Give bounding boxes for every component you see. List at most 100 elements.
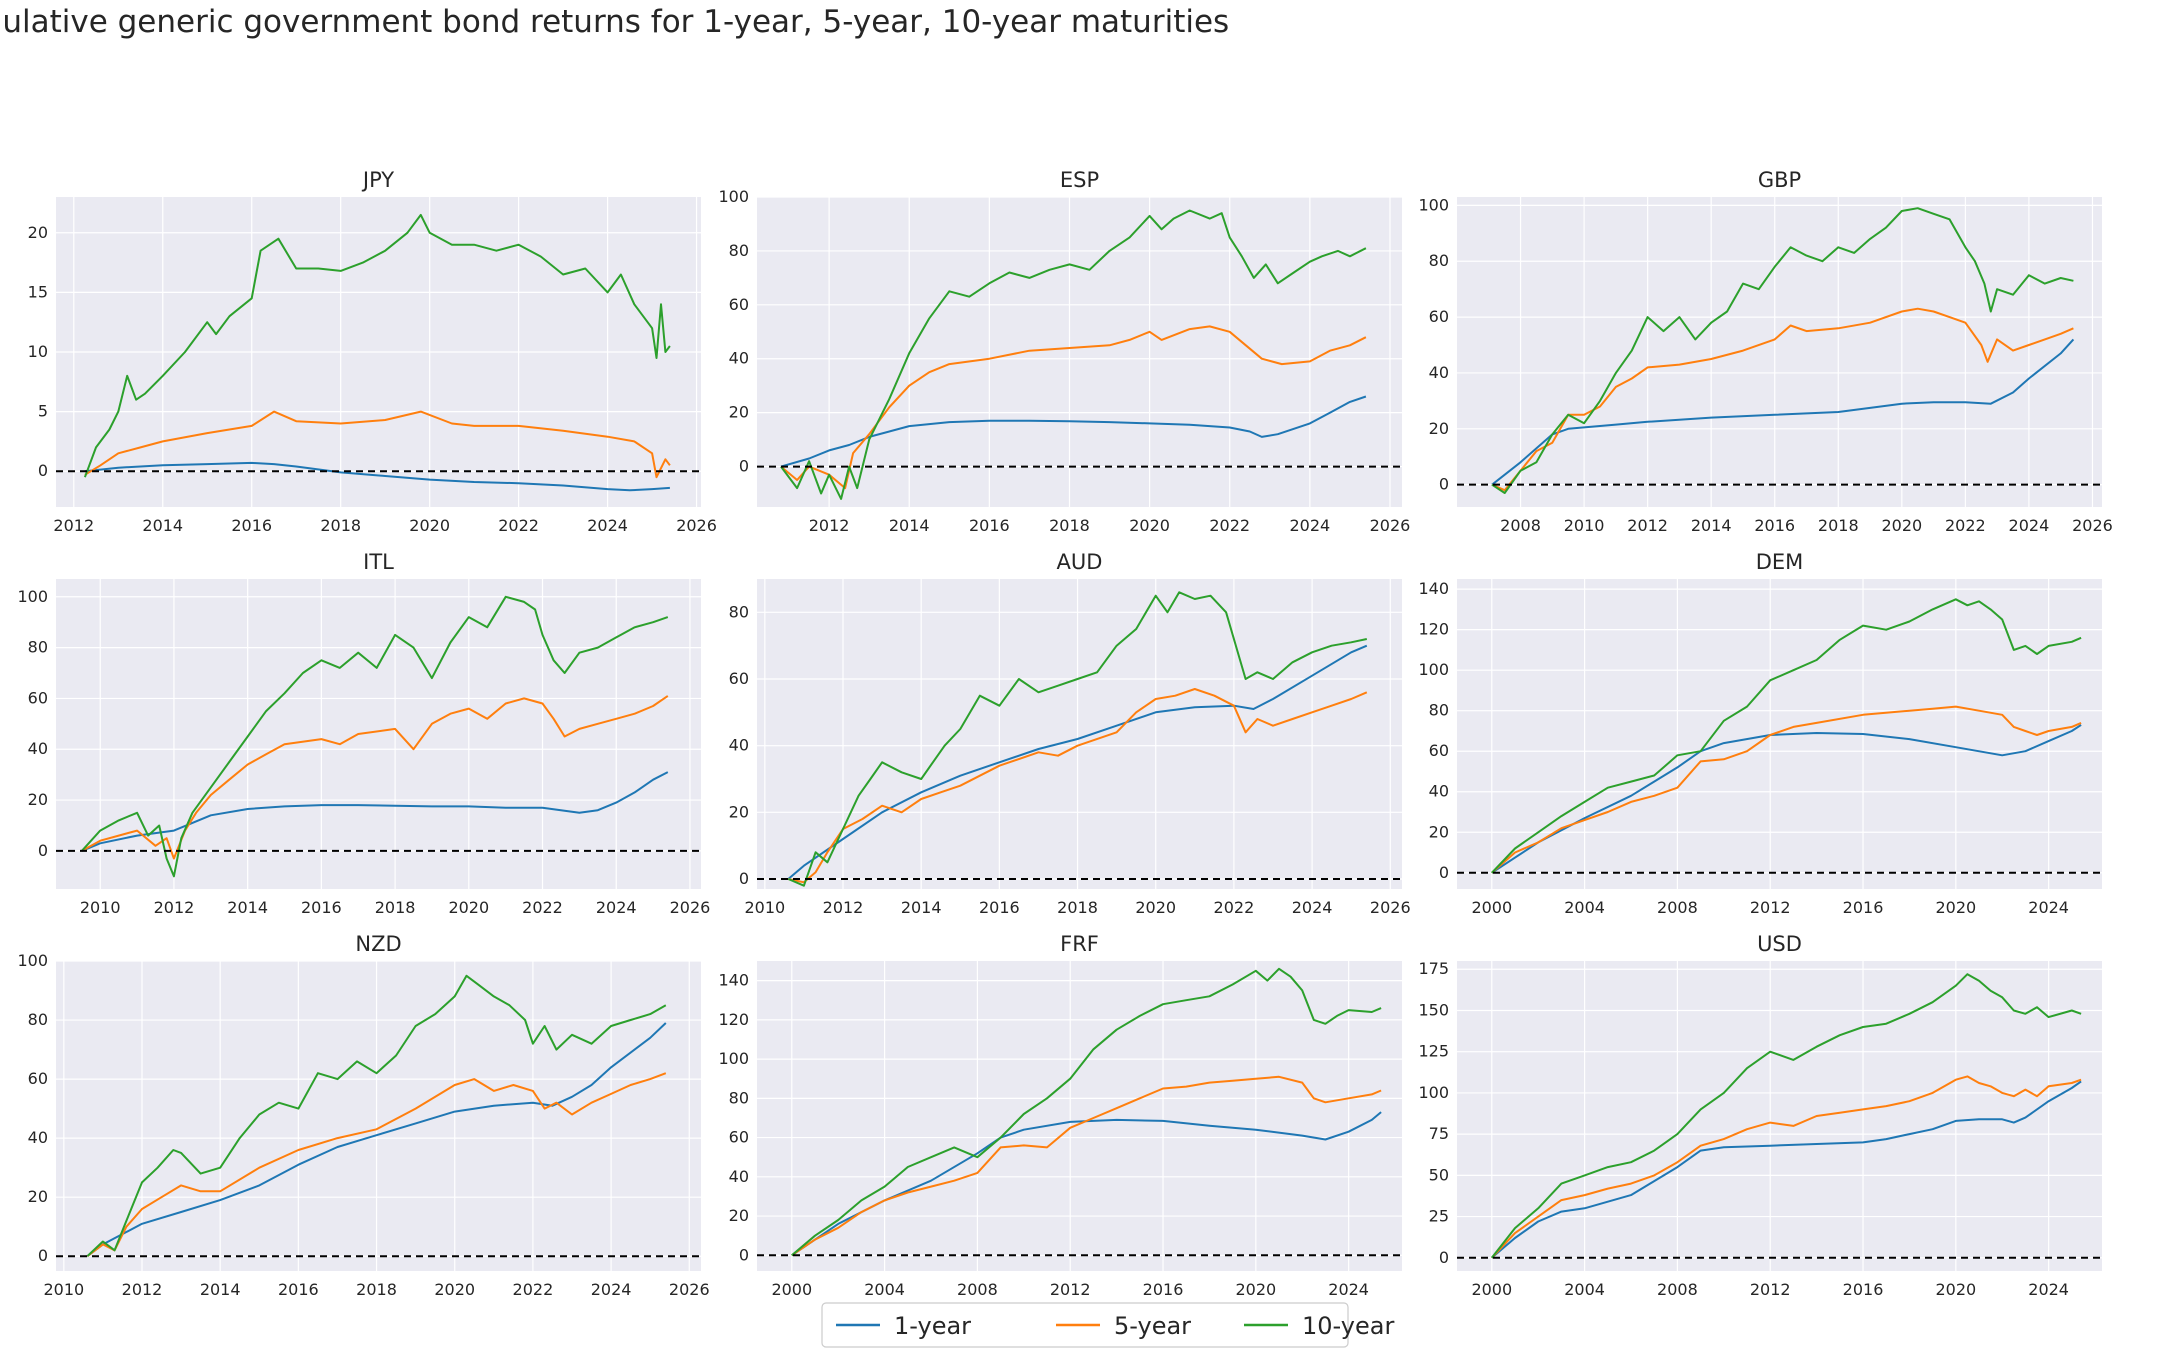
y-tick-label: 20 [729,403,749,422]
x-tick-label: 2008 [957,1280,998,1299]
y-tick-label: 0 [38,841,48,860]
y-tick-label: 40 [1429,782,1449,801]
y-tick-label: 50 [1429,1165,1449,1184]
legend-entry-5-year: 5-year [1056,1312,1191,1340]
y-tick-label: 75 [1429,1124,1449,1143]
series-line-10-year [780,209,1367,500]
subplot-title: JPY [361,168,394,192]
subplot-title: GBP [1758,168,1801,192]
y-tick-label: 20 [1429,822,1449,841]
x-tick-label: 2000 [771,1280,812,1299]
x-tick-label: 2012 [1627,516,1668,535]
subplot-title: FRF [1060,932,1099,956]
x-tick-label: 2024 [2028,1280,2069,1299]
y-tick-label: 60 [729,295,749,314]
series-line-1-year [1491,1080,2082,1259]
x-tick-label: 2008 [1657,1280,1698,1299]
y-tick-label: 20 [729,1206,749,1225]
plot-area [757,961,1402,1271]
y-tick-label: 60 [729,1128,749,1147]
series-line-5-year [81,695,669,860]
y-tick-label: 0 [38,1246,48,1265]
legend-entry-1-year: 1-year [836,1312,971,1340]
x-tick-label: 2026 [1370,516,1411,535]
y-tick-label: 80 [28,1010,48,1029]
x-tick-label: 2012 [53,516,94,535]
series-line-5-year [86,1072,667,1257]
x-tick-label: 2012 [154,898,195,917]
legend-label: 1-year [894,1312,971,1340]
series-line-10-year [81,595,669,878]
x-tick-label: 2016 [301,898,342,917]
x-tick-label: 2014 [227,898,268,917]
x-tick-label: 2024 [1328,1280,1369,1299]
y-tick-label: 175 [1418,959,1449,978]
subplot-esp: ESP 2012 2014 2016 2018 2020 2022 2024 2026 0 20 40… [718,168,1410,535]
y-tick-label: 0 [38,461,48,480]
y-tick-label: 100 [17,951,48,970]
x-tick-label: 2020 [1881,516,1922,535]
series-line-10-year [1491,973,2082,1259]
x-tick-label: 2008 [1500,516,1541,535]
x-tick-label: 2026 [2072,516,2113,535]
series-line-1-year [780,395,1367,468]
y-tick-label: 80 [1429,701,1449,720]
y-tick-label: 120 [1418,620,1449,639]
x-tick-label: 2000 [1471,1280,1512,1299]
legend-label: 5-year [1114,1312,1191,1340]
legend-entry-10-year: 10-year [1244,1312,1394,1340]
y-tick-label: 0 [1439,475,1449,494]
x-tick-label: 2020 [1135,898,1176,917]
series-line-10-year [86,974,667,1257]
subplot-title: ITL [363,550,394,574]
y-tick-label: 140 [718,971,749,990]
series-line-1-year [1491,724,2082,874]
x-tick-label: 2024 [1292,898,1333,917]
y-tick-label: 100 [1418,195,1449,214]
y-tick-label: 60 [28,1069,48,1088]
y-tick-label: 100 [1418,660,1449,679]
series-line-10-year [83,213,671,478]
y-tick-label: 60 [1429,307,1449,326]
x-tick-label: 2018 [1057,898,1098,917]
x-tick-label: 2016 [1754,516,1795,535]
x-tick-label: 2000 [1471,898,1512,917]
subplot-jpy: JPY 2012 2014 2016 2018 2020 2022 2024 2026 0 5 10 1… [28,168,717,535]
y-tick-label: 0 [739,457,749,476]
y-tick-label: 0 [739,1245,749,1264]
x-tick-label: 2012 [809,516,850,535]
x-tick-label: 2012 [122,1280,163,1299]
y-tick-label: 60 [1429,741,1449,760]
x-tick-label: 2024 [1289,516,1330,535]
subplot-aud: AUD 2010 2012 2014 2016 2018 2020 2022 2024 2026 0… [729,550,1411,917]
x-tick-label: 2014 [901,898,942,917]
x-tick-label: 2022 [1214,898,1255,917]
series-line-5-year [84,410,671,479]
x-tick-label: 2022 [513,1280,554,1299]
y-tick-label: 0 [1439,863,1449,882]
x-tick-label: 2016 [1143,1280,1184,1299]
y-tick-label: 0 [1439,1248,1449,1267]
x-tick-label: 2024 [591,1280,632,1299]
y-tick-label: 40 [1429,363,1449,382]
x-tick-label: 2020 [1235,1280,1276,1299]
y-tick-label: 40 [729,1167,749,1186]
y-tick-label: 0 [739,869,749,888]
x-tick-label: 2008 [1657,898,1698,917]
subplot-title: ESP [1060,168,1099,192]
y-tick-label: 40 [28,1128,48,1147]
y-tick-label: 40 [729,736,749,755]
x-tick-label: 2012 [823,898,864,917]
x-tick-label: 2024 [2028,898,2069,917]
y-tick-label: 125 [1418,1042,1449,1061]
subplot-nzd: NZD 2010 2012 2014 2016 2018 2020 2022 2024 2026 0… [17,932,709,1299]
x-tick-label: 2014 [1691,516,1732,535]
x-tick-label: 2016 [1843,898,1884,917]
x-tick-label: 2018 [1049,516,1090,535]
y-tick-label: 80 [1429,251,1449,270]
y-tick-label: 80 [729,1088,749,1107]
x-tick-label: 2010 [80,898,121,917]
subplot-dem: DEM 2000 2004 2008 2012 2016 2020 2024 0 20 40 60 80… [1418,550,2102,917]
